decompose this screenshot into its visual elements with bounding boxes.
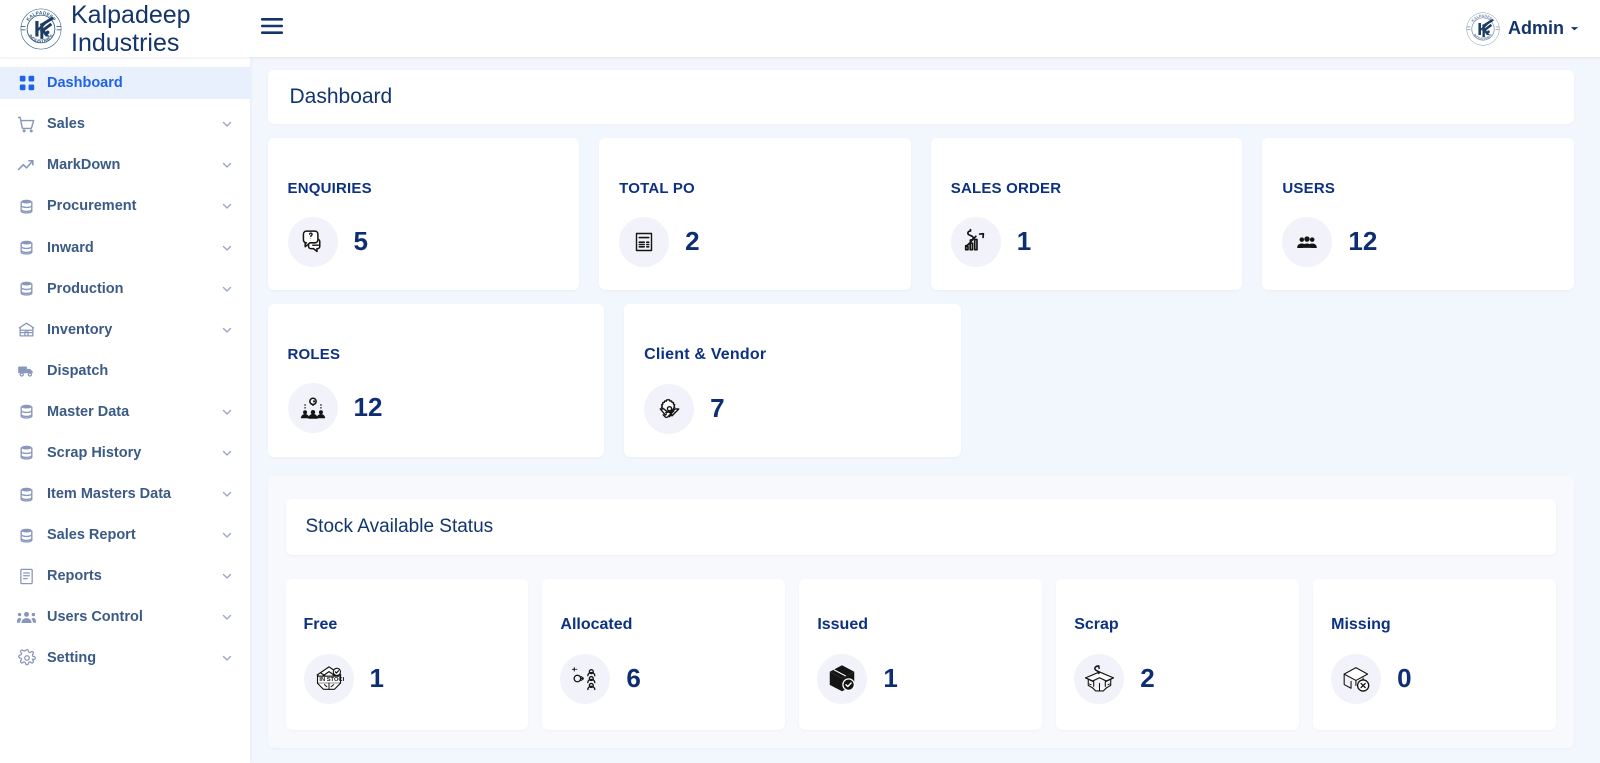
- svg-text:IN STOCK: IN STOCK: [319, 677, 344, 683]
